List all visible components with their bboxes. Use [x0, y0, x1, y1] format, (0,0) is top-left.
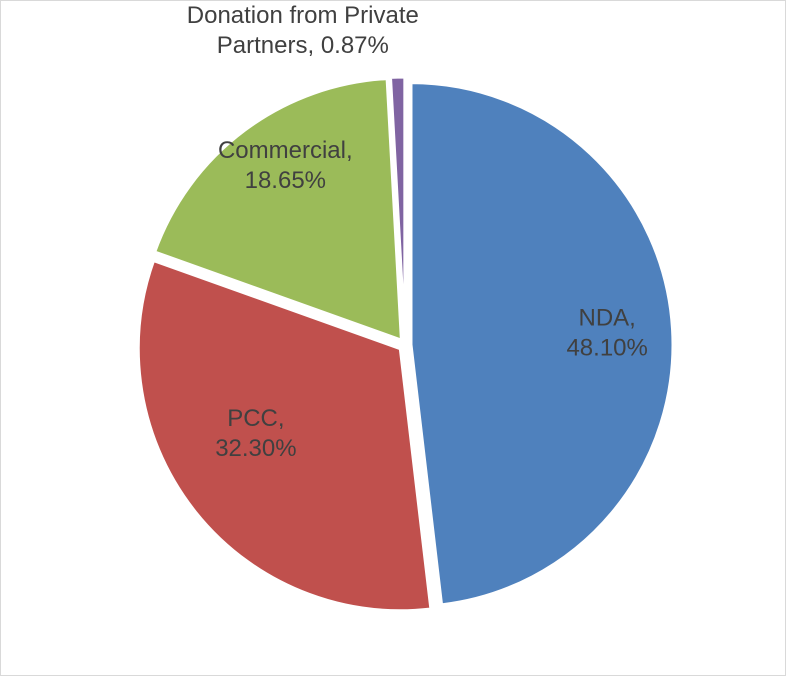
pie-slice-donation-from-private-partners: [388, 75, 407, 340]
pie-slices: [136, 75, 675, 613]
pie-slice-nda: [409, 81, 675, 607]
pie-label-pcc: PCC, 32.30%: [215, 405, 296, 462]
pie-slice-pcc: [136, 258, 433, 613]
pie-labels: NDA, 48.10% PCC, 32.30% Commercial, 18.65% Don…: [187, 2, 648, 462]
pie-slice-commercial: [152, 77, 404, 343]
pie-label-nda: NDA, 48.10%: [566, 305, 647, 362]
pie-label-commercial: Commercial, 18.65%: [218, 137, 353, 194]
pie-label-donation-from-private-partners: Donation from Private Partners, 0.87%: [187, 2, 419, 59]
